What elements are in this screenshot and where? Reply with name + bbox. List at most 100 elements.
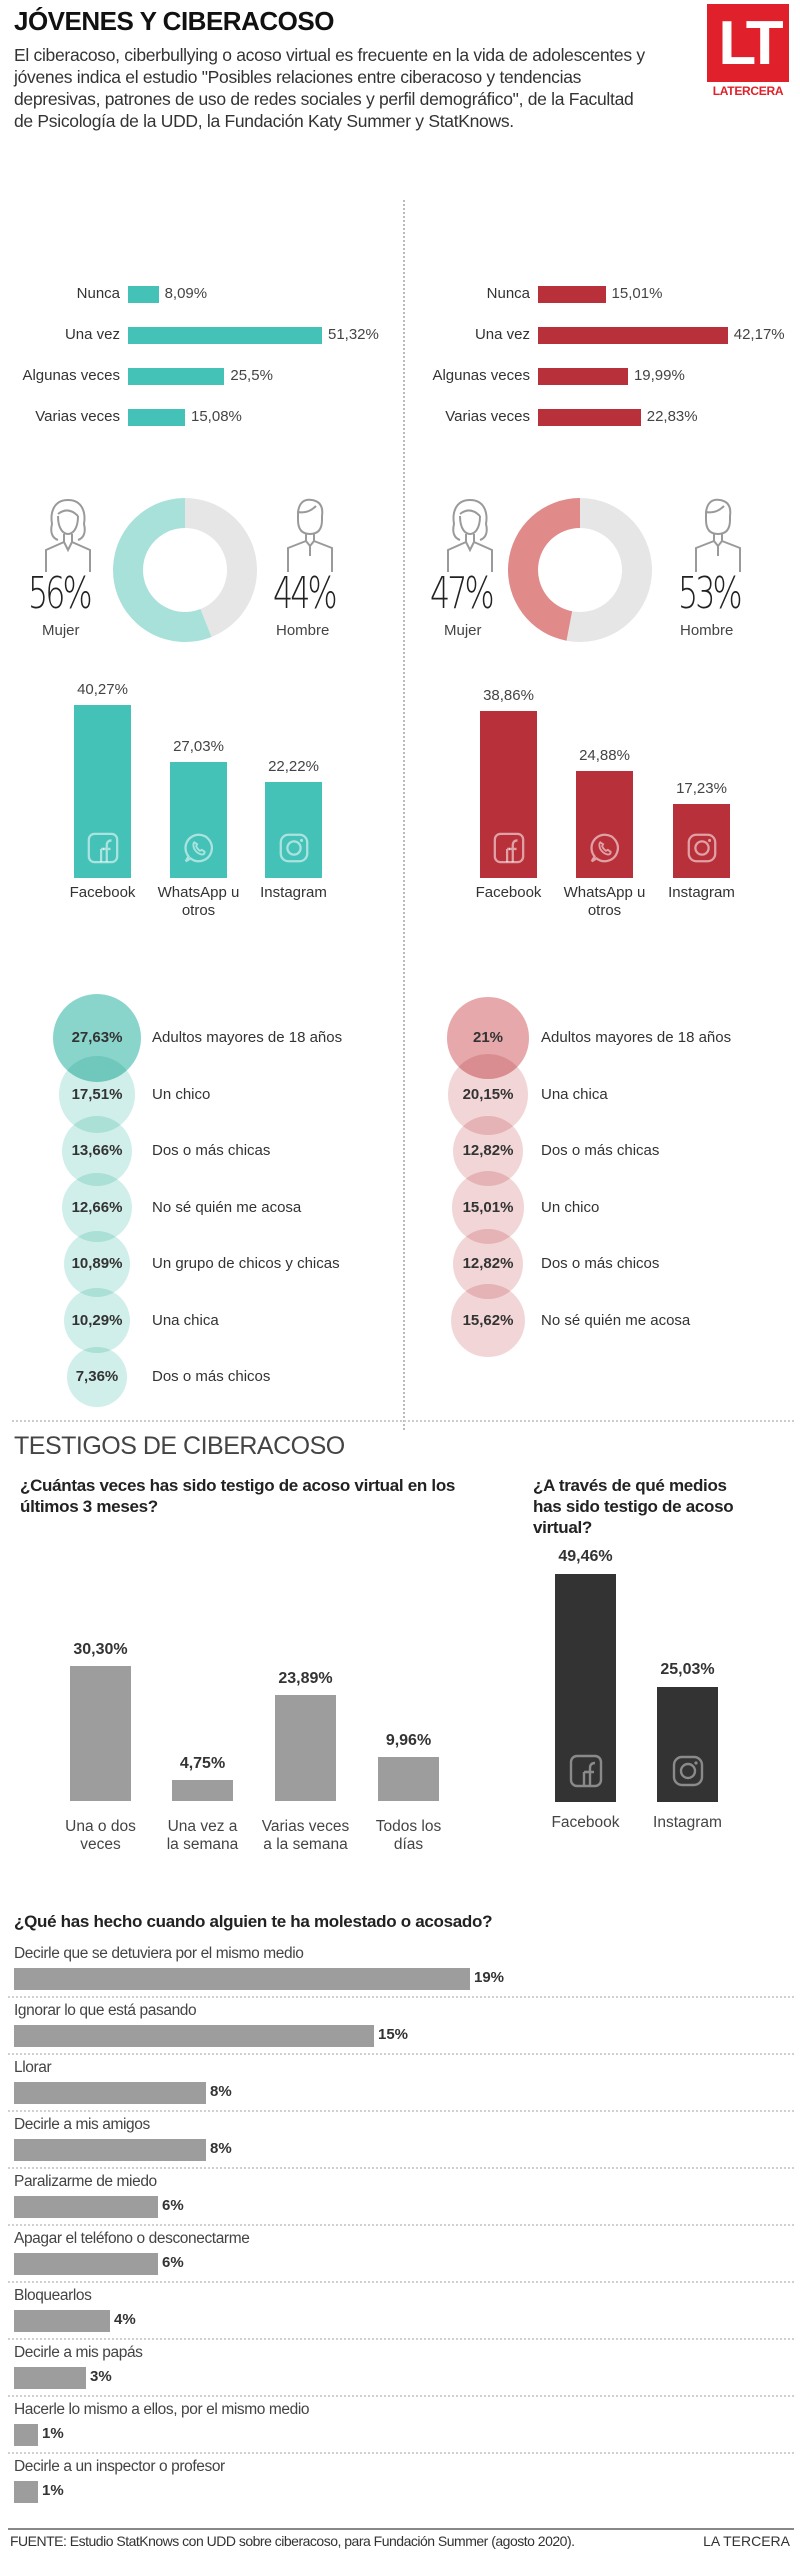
quien-label: No sé quién me acosa: [152, 1198, 302, 1216]
frecuencia-bar: [275, 1694, 336, 1801]
la-tercera-logo: LT: [707, 4, 789, 82]
accion-bar: [14, 2196, 158, 2218]
footer-source: FUENTE: Estudio StatKnows con UDD sobre …: [10, 2533, 575, 2549]
frecuencia-label: Una o dos veces: [65, 1818, 136, 1853]
accion-bar: [14, 2082, 206, 2104]
quien-value: 12,66%: [71, 1198, 123, 1216]
accion-bar: [14, 2481, 38, 2503]
accion-value: 19%: [474, 1969, 505, 1986]
acoso-label: Nunca: [76, 285, 120, 302]
mujer-label: Mujer: [42, 622, 80, 639]
medios-value: 27,03%: [173, 737, 224, 755]
quien-value: 27,63%: [71, 1029, 123, 1046]
quien-bubble: [67, 1347, 127, 1407]
medios-label: Instagram: [260, 884, 327, 901]
acoso-bar: [128, 368, 225, 385]
sexo-donut: [507, 498, 652, 642]
instagram-icon: [277, 831, 311, 870]
female-icon: [440, 494, 500, 579]
quien-bubble: [64, 1287, 130, 1354]
quien-value: 10,89%: [71, 1255, 123, 1272]
accion-label: Llorar: [14, 2059, 52, 2076]
accion-bar: [14, 2310, 110, 2332]
medios-bar: [170, 761, 227, 878]
acciones-chart: Decirle que se detuviera por el mismo me…: [0, 1945, 800, 2525]
acoso-row: Una vez 42,17%: [408, 325, 800, 347]
accion-label: Decirle a mis amigos: [14, 2116, 150, 2133]
quien-label: Dos o más chicos: [541, 1255, 660, 1272]
accion-value: 6%: [162, 2254, 184, 2271]
accion-value: 4%: [114, 2311, 136, 2328]
medios-label: Facebook: [475, 884, 542, 901]
acoso-value: 15,01%: [611, 285, 663, 302]
medios-value: 24,88%: [579, 747, 630, 765]
donut-slice-mujer: [113, 498, 212, 642]
accion-bar: [14, 2253, 158, 2275]
acoso-label: Nunca: [486, 285, 530, 302]
facebook-icon: [492, 831, 526, 870]
acoso-value: 19,99%: [633, 367, 685, 384]
medios-bar: [265, 782, 322, 878]
accion-divider: [8, 2452, 794, 2454]
quien-value: 15,01%: [462, 1198, 514, 1216]
quien-label: No sé quién me acosa: [541, 1311, 691, 1329]
acoso-label: Varias veces: [35, 408, 120, 425]
male-icon: [688, 494, 748, 579]
section-divider: [12, 1420, 794, 1422]
quien-label: Dos o más chicos: [152, 1368, 271, 1385]
quien-value: 12,82%: [462, 1255, 514, 1272]
testigos-medios-bar: [555, 1574, 616, 1802]
testigos-medios-value: 25,03%: [660, 1660, 715, 1678]
mujer-percent: 56%: [28, 568, 93, 619]
quien-label: Dos o más chicas: [541, 1142, 660, 1159]
medios-label: Facebook: [69, 884, 136, 901]
acoso-value: 51,32%: [327, 326, 379, 343]
instagram-icon: [685, 831, 719, 870]
donut-slice-hombre: [185, 498, 258, 637]
accion-divider: [8, 2281, 794, 2283]
quien-label: Adultos mayores de 18 años: [541, 1029, 732, 1046]
accion-bar: [14, 2139, 206, 2161]
frecuencia-title: ¿Cuántas veces has sido testigo de acoso…: [20, 1476, 456, 1516]
accion-bar: [14, 1968, 470, 1990]
whatsapp-icon: [588, 831, 622, 870]
acoso-row: Algunas veces 25,5%: [0, 366, 400, 388]
testigos-medios-bar: [657, 1686, 718, 1802]
quien-value: 7,36%: [75, 1368, 119, 1385]
accion-label: Decirle a un inspector o profesor: [14, 2458, 225, 2475]
accion-bar: [14, 2367, 86, 2389]
acoso-bar: [538, 409, 641, 426]
acoso-label: Una vez: [474, 326, 530, 343]
hombre-label: Hombre: [680, 622, 734, 639]
accion-divider: [8, 2053, 794, 2055]
quien-label: Un chico: [541, 1198, 600, 1216]
sexo-donut: [113, 498, 258, 642]
accion-value: 8%: [210, 2083, 232, 2100]
quien-label: Una chica: [541, 1085, 608, 1103]
whatsapp-icon: [182, 831, 216, 870]
accion-value: 1%: [42, 2425, 64, 2442]
accion-divider: [8, 2224, 794, 2226]
accion-label: Decirle a mis papás: [14, 2344, 143, 2361]
acoso-bar: [538, 368, 628, 385]
acoso-bar: [128, 409, 185, 426]
medios-bar: [74, 704, 131, 878]
quien-label: Un chico: [152, 1085, 211, 1103]
testigos-title: TESTIGOS DE CIBERACOSO: [14, 1432, 345, 1460]
testigos-medios-label: Facebook: [551, 1814, 620, 1831]
acoso-label: Varias veces: [445, 408, 530, 425]
acoso-bar: [538, 327, 728, 344]
female-icon: [38, 494, 98, 579]
accion-label: Decirle que se detuviera por el mismo me…: [14, 1945, 304, 1962]
testigos-medios-chart: 49,46% Facebook 25,03% Instagram: [500, 1548, 800, 1860]
quien-bubble: [451, 1283, 525, 1358]
medios-value: 38,86%: [483, 686, 534, 704]
acoso-row: Nunca 8,09%: [0, 284, 400, 306]
acciones-title: ¿Qué has hecho cuando alguien te ha mole…: [14, 1912, 493, 1931]
acoso-label: Una vez: [64, 326, 120, 343]
quien-label: Adultos mayores de 18 años: [152, 1029, 343, 1046]
frecuencia-chart: 30,30% Una o dos veces 4,75% Una vez a la s…: [0, 1600, 500, 1880]
acoso-row: Varias veces 15,08%: [0, 407, 400, 429]
accion-label: Bloquearlos: [14, 2287, 92, 2304]
facebook-icon: [86, 831, 120, 870]
